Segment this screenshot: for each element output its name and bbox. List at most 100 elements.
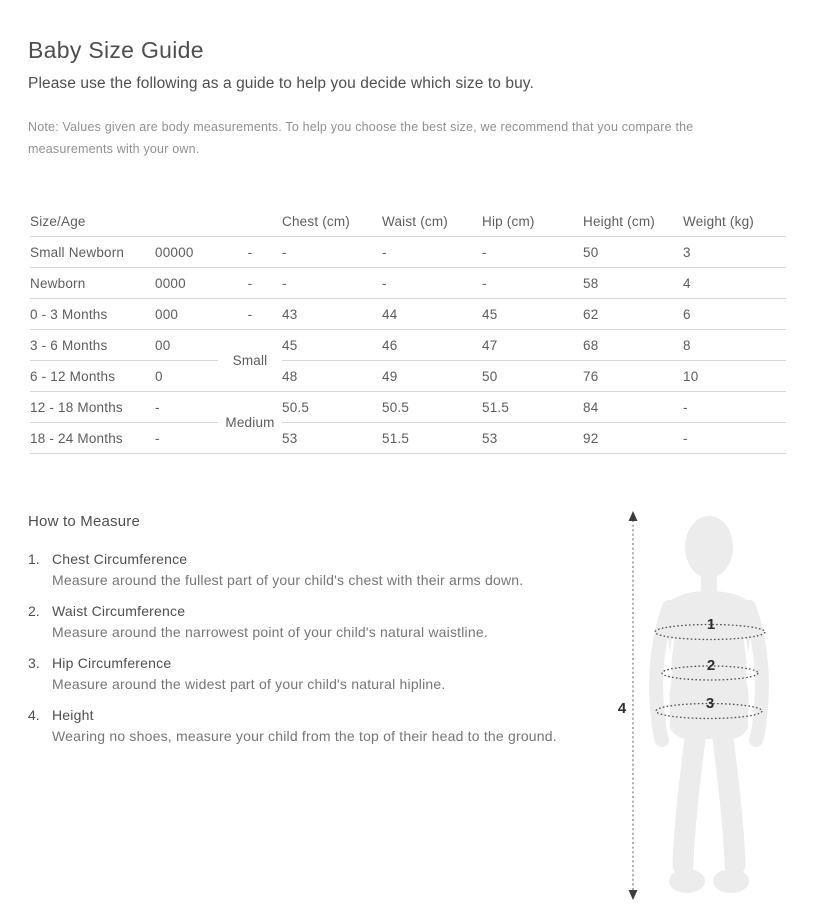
cell-chest: 43 [282,298,382,330]
cell-height: 58 [583,267,683,299]
cell-age: 3 - 6 Months [30,329,155,361]
table-row: 6 - 12 Months 0 48 49 50 76 10 [30,360,786,392]
cell-group: - [218,298,282,330]
cell-weight: 10 [683,360,786,392]
silhouette-left-foot [669,869,705,893]
silhouette-left-leg [672,720,707,876]
cell-height: 62 [583,298,683,330]
page-title: Baby Size Guide [28,37,204,64]
table-row: 0 - 3 Months 000 - 43 44 45 62 6 [30,298,786,330]
cell-code: 00 [155,329,218,361]
measure-item-description: Measure around the narrowest point of yo… [52,624,488,640]
measure-item-number: 1. [28,551,40,567]
header-height: Height (cm) [583,207,683,237]
silhouette-right-arm [742,600,769,747]
table-header-row: Size/Age Chest (cm) Waist (cm) Hip (cm) … [30,207,786,237]
header-hip: Hip (cm) [482,207,583,237]
cell-waist: - [382,267,482,299]
measure-item: 3. Hip Circumference Measure around the … [28,653,593,695]
cell-code: 000 [155,298,218,330]
chest-measure-ellipse [654,623,766,641]
measure-item-title: Height [52,707,94,723]
cell-chest: 53 [282,422,382,454]
cell-waist: - [382,236,482,268]
cell-hip: 47 [482,329,583,361]
cell-code: - [155,391,218,423]
cell-age: 18 - 24 Months [30,422,155,454]
measure-item-description: Measure around the widest part of your c… [52,676,446,692]
measure-item: 2. Waist Circumference Measure around th… [28,601,593,643]
figure-label-chest: 1 [707,616,715,633]
cell-age: 6 - 12 Months [30,360,155,392]
cell-chest: 50.5 [282,391,382,423]
cell-waist: 44 [382,298,482,330]
silhouette-neck [701,559,717,597]
cell-code: - [155,422,218,454]
cell-group: - [218,236,282,268]
cell-group-small: Small [218,329,282,392]
cell-hip: 45 [482,298,583,330]
cell-chest: - [282,267,382,299]
measure-item: 1. Chest Circumference Measure around th… [28,549,593,591]
table-row: 12 - 18 Months - Medium 50.5 50.5 51.5 8… [30,391,786,454]
child-silhouette [649,516,769,893]
arm-gap-left [666,638,675,726]
measure-item-number: 3. [28,655,40,671]
cell-weight: 8 [683,329,786,361]
figure-label-height: 4 [618,700,627,717]
measure-item-description: Measure around the fullest part of your … [52,572,524,588]
waist-measure-ellipse [661,665,759,681]
cell-waist: 49 [382,360,482,392]
silhouette-right-foot [713,869,749,893]
cell-weight: 6 [683,298,786,330]
cell-hip: 50 [482,360,583,392]
cell-weight: 3 [683,236,786,268]
cell-waist: 50.5 [382,391,482,423]
cell-code: 00000 [155,236,218,268]
hip-measure-ellipse [655,702,763,720]
measure-item-title: Hip Circumference [52,655,172,671]
cell-height: 68 [583,329,683,361]
header-size-age: Size/Age [30,207,282,237]
silhouette-head [685,516,733,578]
measure-item: 4. Height Wearing no shoes, measure your… [28,705,593,747]
cell-group: - [218,267,282,299]
cell-waist: 46 [382,329,482,361]
cell-code: 0 [155,360,218,392]
cell-chest: 45 [282,329,382,361]
cell-height: 84 [583,391,683,423]
cell-age: 12 - 18 Months [30,391,155,423]
arrow-down-icon [628,890,638,900]
child-silhouette-figure: 1 2 3 4 [618,511,769,900]
cell-weight: - [683,422,786,454]
cell-weight: - [683,391,786,423]
measure-item-number: 4. [28,707,40,723]
silhouette-left-arm [649,600,676,747]
measure-item-title: Chest Circumference [52,551,188,567]
page-subtitle: Please use the following as a guide to h… [28,75,534,92]
figure-label-hip: 3 [706,695,714,712]
table-row: 18 - 24 Months - 53 51.5 53 92 - [30,422,786,454]
cell-age: Small Newborn [30,236,155,268]
measure-item-description: Wearing no shoes, measure your child fro… [52,728,557,744]
measure-list: 1. Chest Circumference Measure around th… [28,549,593,757]
figure-label-waist: 2 [707,657,715,674]
cell-age: Newborn [30,267,155,299]
arrow-up-icon [628,511,638,521]
header-waist: Waist (cm) [382,207,482,237]
cell-age: 0 - 3 Months [30,298,155,330]
table-row: 3 - 6 Months 00 Small 45 46 47 68 8 [30,329,786,392]
measure-item-number: 2. [28,603,40,619]
header-chest: Chest (cm) [282,207,382,237]
cell-height: 50 [583,236,683,268]
table-row: Small Newborn 00000 - - - - 50 3 [30,236,786,268]
measurement-figure: 1 2 3 4 [605,507,775,907]
cell-code: 0000 [155,267,218,299]
table-row: Newborn 0000 - - - - 58 4 [30,267,786,299]
silhouette-right-leg [711,720,746,876]
cell-hip: 53 [482,422,583,454]
cell-height: 92 [583,422,683,454]
arm-gap-right [743,638,752,726]
cell-hip: - [482,267,583,299]
